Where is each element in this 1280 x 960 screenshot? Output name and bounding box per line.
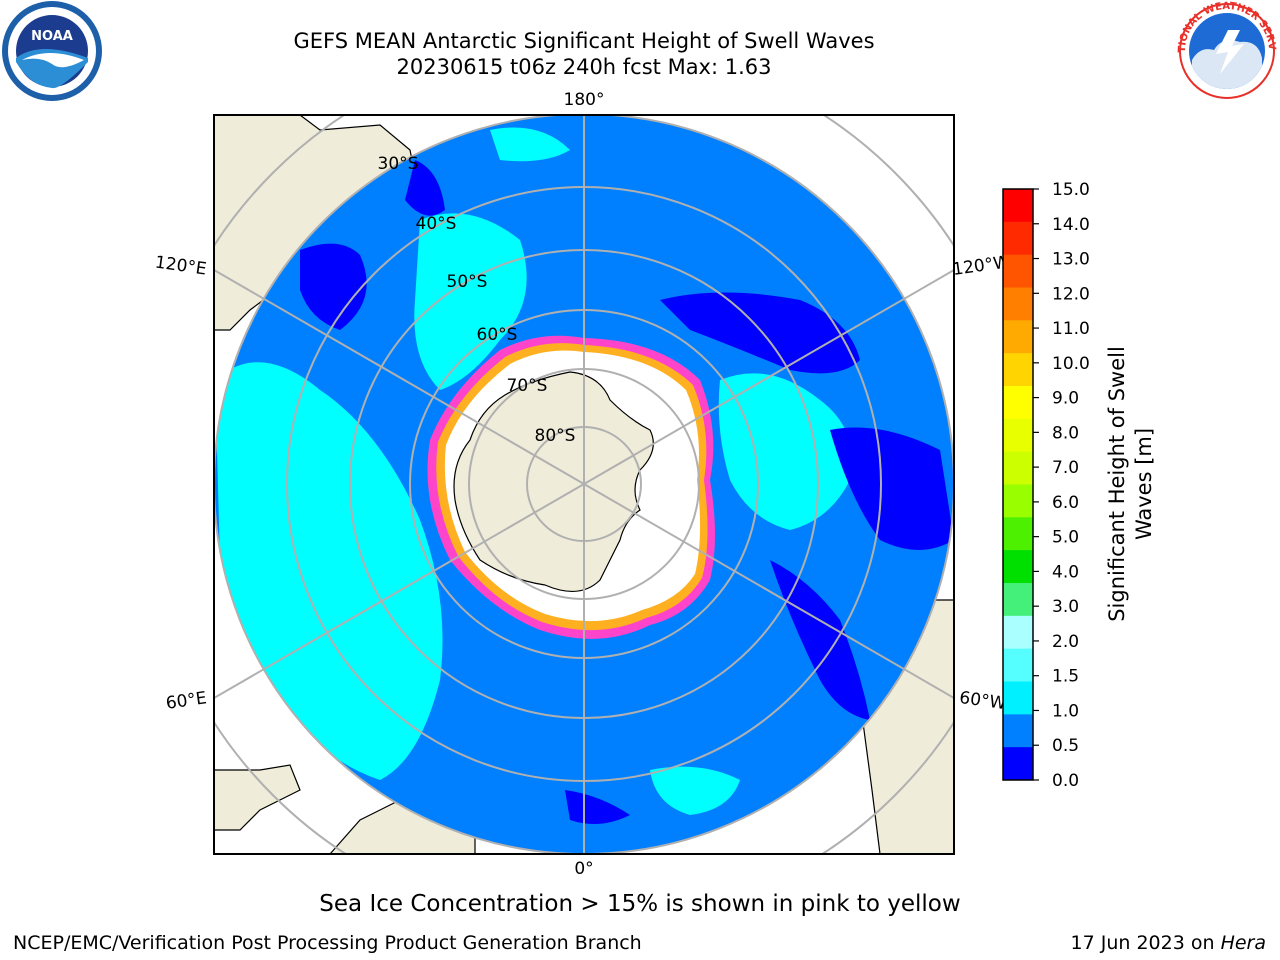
colorbar-tick-label: 15.0 [1052,180,1090,200]
map-title-line2: 20230615 t06z 240h fcst Max: 1.63 [396,55,772,79]
colorbar-tick-label: 12.0 [1052,284,1090,304]
colorbar-tick-label: 1.0 [1052,701,1079,721]
colorbar-tick-label: 13.0 [1052,250,1090,270]
footer-date-text: 17 Jun 2023 on [1070,932,1221,954]
colorbar-tick-label: 14.0 [1052,215,1090,235]
parallel-label-70s: 70°S [507,376,548,396]
meridian-label-60w: 60°W [958,688,1007,714]
colorbar-tick-label: 5.0 [1052,528,1079,548]
colorbar-band [1003,353,1033,387]
colorbar-band [1003,681,1033,715]
colorbar-band [1003,583,1033,617]
parallel-label-40s: 40°S [416,214,457,234]
colorbar-band [1003,747,1033,781]
colorbar-band [1003,320,1033,354]
colorbar-tick-label: 0.0 [1052,771,1079,791]
colorbar-band [1003,648,1033,682]
footer-date: 17 Jun 2023 on Hera [1071,932,1266,954]
colorbar-label-line1: Significant Height of Swell [1105,346,1129,622]
colorbar-band [1003,386,1033,420]
map-frame [213,114,955,855]
colorbar-tick-label: 8.0 [1052,423,1079,443]
colorbar-frame [1002,188,1034,781]
footer-host: Hera [1220,932,1266,954]
colorbar-band [1003,287,1033,321]
parallel-label-60s: 60°S [477,325,518,345]
svg-text:NATIONAL WEATHER SERVICE: NATIONAL WEATHER SERVICE [0,0,1277,53]
noaa-logo: NOAA [2,1,102,101]
meridian-label-60e: 60°E [165,688,208,713]
meridian-label-0: 0° [574,859,593,879]
map-area [214,115,954,854]
noaa-logo-text: NOAA [31,29,73,44]
meridian-label-120e: 120°E [154,253,208,280]
colorbar-tick-label: 9.0 [1052,389,1079,409]
colorbar-band [1003,221,1033,256]
colorbar-band [1003,550,1033,584]
colorbar-tick-label: 4.0 [1052,562,1079,582]
colorbar-tick-label: 11.0 [1052,319,1090,339]
colorbar-band [1003,451,1033,485]
map-title-line1: GEFS MEAN Antarctic Significant Height o… [293,29,875,53]
sea-ice-footnote: Sea Ice Concentration > 15% is shown in … [319,891,961,917]
nws-logo-text: NATIONAL WEATHER SERVICE [0,0,1277,53]
meridian-label-180: 180° [564,90,605,110]
colorbar-band [1003,615,1033,650]
colorbar-tick-label: 3.0 [1052,597,1079,617]
colorbar-tick-label: 7.0 [1052,458,1079,478]
colorbar-tick-label: 10.0 [1052,354,1090,374]
colorbar-label-line2: Waves [m] [1132,428,1156,540]
colorbar-tick-label: 6.0 [1052,493,1079,513]
parallel-label-50s: 50°S [447,272,488,292]
parallel-label-30s: 30°S [378,154,419,174]
colorbar-tick-label: 0.5 [1052,736,1079,756]
parallel-label-80s: 80°S [535,426,576,446]
colorbar-band [1003,418,1033,453]
graticule [214,115,954,854]
colorbar-tick-label: 1.5 [1052,667,1079,687]
footer-branch: NCEP/EMC/Verification Post Processing Pr… [13,932,642,954]
colorbar-band [1003,517,1033,551]
nws-logo: NATIONAL WEATHER SERVICE [0,0,1277,99]
colorbar-band [1003,189,1033,223]
colorbar-band [1003,254,1033,288]
colorbar-band [1003,484,1033,518]
antarctica [453,371,654,592]
colorbar-band [1003,714,1033,748]
colorbar: 15.0 14.0 13.0 12.0 11.0 10.0 9.0 8.0 7.0 6.0 5.0 4… [1002,180,1090,791]
colorbar-tick-label: 2.0 [1052,632,1079,652]
